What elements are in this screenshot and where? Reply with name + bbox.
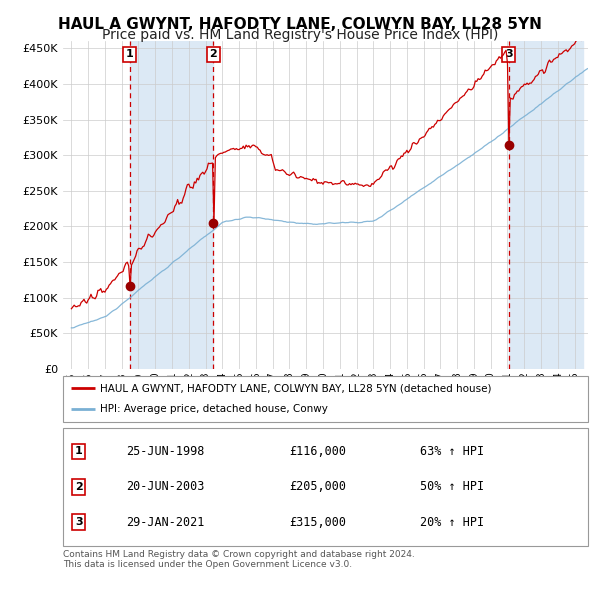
Bar: [509, 41, 583, 369]
Text: 50% ↑ HPI: 50% ↑ HPI: [420, 480, 484, 493]
FancyBboxPatch shape: [63, 428, 588, 546]
Text: Price paid vs. HM Land Registry's House Price Index (HPI): Price paid vs. HM Land Registry's House …: [102, 28, 498, 42]
Text: HAUL A GWYNT, HAFODTY LANE, COLWYN BAY, LL28 5YN: HAUL A GWYNT, HAFODTY LANE, COLWYN BAY, …: [58, 17, 542, 31]
Text: Contains HM Land Registry data © Crown copyright and database right 2024.
This d: Contains HM Land Registry data © Crown c…: [63, 550, 415, 569]
Text: 1: 1: [75, 447, 83, 456]
Text: 3: 3: [75, 517, 83, 527]
Text: 25-JUN-1998: 25-JUN-1998: [126, 445, 205, 458]
Text: 3: 3: [505, 50, 512, 60]
Text: HPI: Average price, detached house, Conwy: HPI: Average price, detached house, Conw…: [100, 404, 328, 414]
Text: 20-JUN-2003: 20-JUN-2003: [126, 480, 205, 493]
FancyBboxPatch shape: [63, 376, 588, 422]
Bar: [130, 41, 214, 369]
Text: 2: 2: [75, 482, 83, 491]
Text: £116,000: £116,000: [289, 445, 346, 458]
Text: 1: 1: [126, 50, 134, 60]
Text: HAUL A GWYNT, HAFODTY LANE, COLWYN BAY, LL28 5YN (detached house): HAUL A GWYNT, HAFODTY LANE, COLWYN BAY, …: [100, 384, 491, 394]
Text: 20% ↑ HPI: 20% ↑ HPI: [420, 516, 484, 529]
Text: 63% ↑ HPI: 63% ↑ HPI: [420, 445, 484, 458]
Text: 29-JAN-2021: 29-JAN-2021: [126, 516, 205, 529]
Text: £315,000: £315,000: [289, 516, 346, 529]
Text: 2: 2: [209, 50, 217, 60]
Text: £205,000: £205,000: [289, 480, 346, 493]
